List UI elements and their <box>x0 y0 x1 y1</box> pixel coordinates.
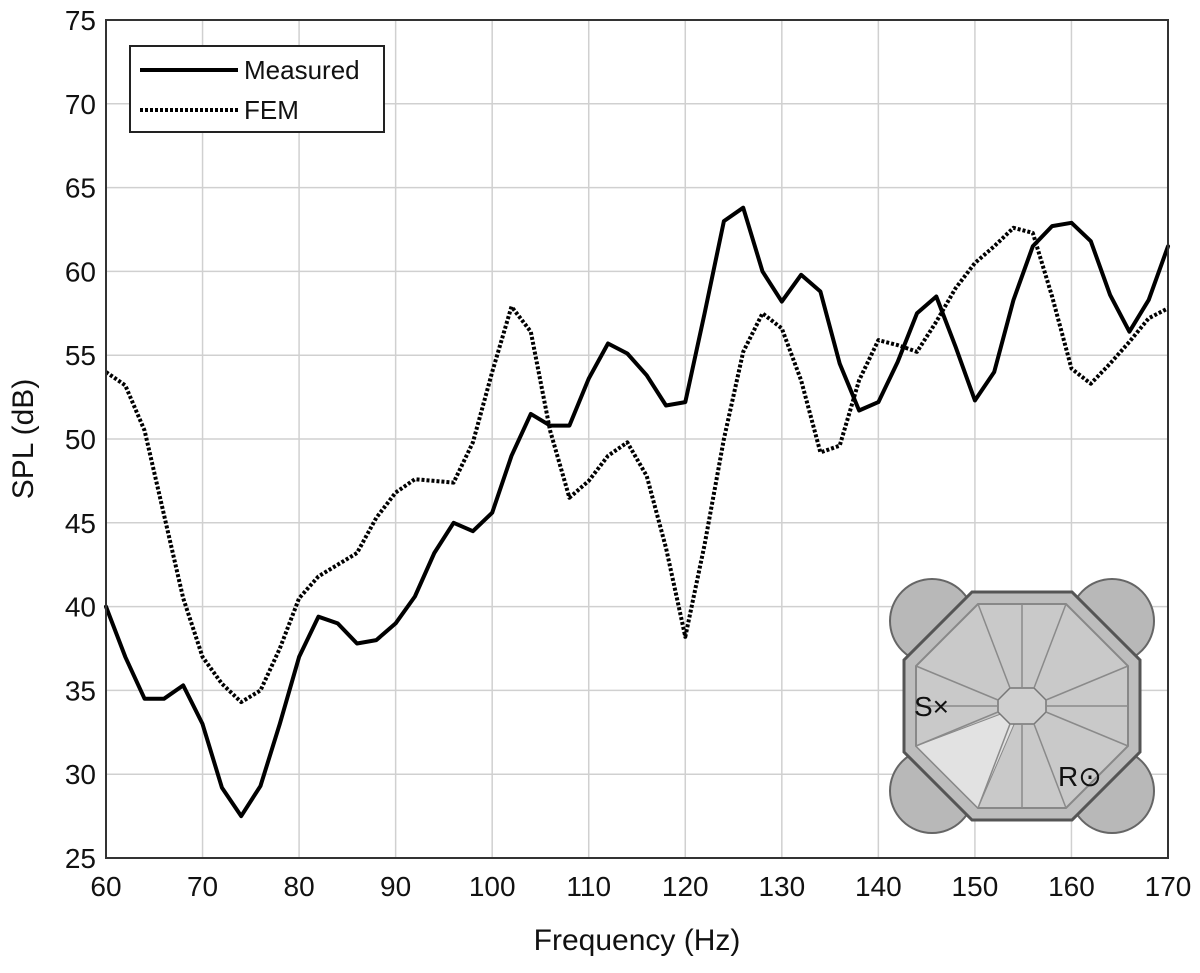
y-tick-labels: 25 30 35 40 45 50 55 60 65 70 75 <box>65 5 96 874</box>
x-tick-label: 100 <box>469 871 516 902</box>
x-tick-label: 160 <box>1048 871 1095 902</box>
y-tick-label: 55 <box>65 340 96 371</box>
y-tick-label: 30 <box>65 759 96 790</box>
x-tick-label: 170 <box>1145 871 1192 902</box>
receiver-label: R⊙ <box>1058 761 1102 792</box>
x-tick-label: 150 <box>952 871 999 902</box>
x-tick-label: 60 <box>90 871 121 902</box>
y-tick-label: 25 <box>65 843 96 874</box>
x-tick-label: 120 <box>662 871 709 902</box>
y-tick-label: 35 <box>65 675 96 706</box>
y-axis-title: SPL (dB) <box>7 379 40 500</box>
room-diagram-inset: S× R⊙ <box>889 578 1155 834</box>
plot-frame <box>105 19 1169 859</box>
x-axis-title: Frequency (Hz) <box>534 924 741 957</box>
source-label: S× <box>914 691 949 722</box>
x-tick-labels: 60 70 80 90 100 110 120 130 140 150 160 170 <box>90 871 1191 902</box>
x-tick-label: 110 <box>566 871 611 902</box>
legend: Measured FEM <box>129 45 385 133</box>
y-tick-label: 70 <box>65 89 96 120</box>
x-tick-label: 70 <box>187 871 218 902</box>
x-tick-label: 90 <box>380 871 411 902</box>
y-tick-label: 50 <box>65 424 96 455</box>
y-tick-label: 60 <box>65 256 96 287</box>
series-lines <box>104 205 1170 819</box>
x-tick-label: 140 <box>855 871 902 902</box>
legend-box <box>129 45 385 133</box>
y-tick-label: 75 <box>65 5 96 36</box>
y-tick-label: 65 <box>65 173 96 204</box>
series-line-fem <box>104 225 1169 705</box>
legend-label-fem: FEM <box>244 95 299 125</box>
x-tick-label: 130 <box>758 871 805 902</box>
x-tick-label: 80 <box>284 871 315 902</box>
y-tick-label: 45 <box>65 508 96 539</box>
y-tick-label: 40 <box>65 592 96 623</box>
series-line-measured <box>104 205 1170 819</box>
legend-label-measured: Measured <box>244 55 360 85</box>
